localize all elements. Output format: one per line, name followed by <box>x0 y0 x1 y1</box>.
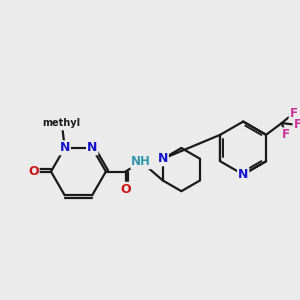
Text: N: N <box>59 141 70 154</box>
Text: F: F <box>293 118 300 131</box>
Text: NH: NH <box>131 155 151 168</box>
Text: F: F <box>290 107 298 120</box>
Text: N: N <box>238 168 248 181</box>
Text: O: O <box>28 165 39 178</box>
Text: O: O <box>120 183 131 196</box>
Text: methyl: methyl <box>43 118 81 128</box>
Text: N: N <box>158 152 168 165</box>
Text: F: F <box>282 128 290 141</box>
Text: N: N <box>87 141 98 154</box>
